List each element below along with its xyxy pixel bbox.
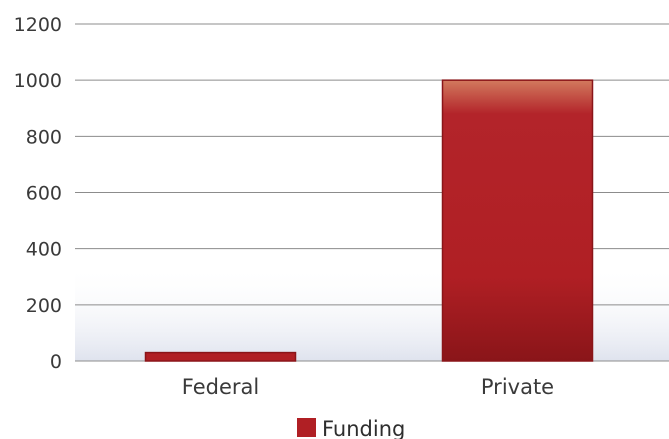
y-tick-label: 0: [50, 351, 62, 373]
y-tick-label: 200: [26, 295, 62, 317]
y-tick-label: 400: [26, 239, 62, 261]
legend-swatch: [297, 418, 316, 437]
y-tick-label: 1200: [14, 14, 62, 36]
bars: [144, 79, 594, 362]
x-tick-label: Private: [481, 375, 554, 399]
y-tick-label: 600: [26, 183, 62, 205]
bar-federal: [144, 351, 297, 362]
x-axis-labels: Federal Private: [182, 375, 554, 399]
y-axis-ticks: 0 200 400 600 800 1000 1200: [14, 14, 62, 373]
legend-label: Funding: [322, 417, 405, 439]
legend: Funding: [297, 417, 405, 439]
bar-private: [441, 79, 594, 362]
x-tick-label: Federal: [182, 375, 259, 399]
y-tick-label: 1000: [14, 70, 62, 92]
y-tick-label: 800: [26, 126, 62, 148]
